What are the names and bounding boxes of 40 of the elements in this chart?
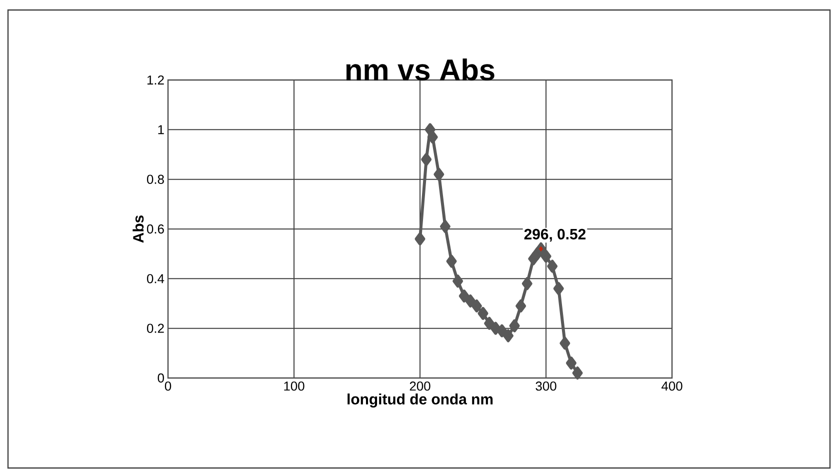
point	[538, 246, 544, 252]
point	[452, 274, 464, 288]
point	[572, 366, 583, 380]
point	[553, 282, 564, 296]
point	[458, 290, 470, 303]
y-tick-label: 0	[158, 373, 164, 383]
point	[540, 250, 552, 263]
x-tick-label: 0	[164, 382, 172, 391]
point	[471, 299, 482, 312]
point	[465, 294, 476, 308]
point	[560, 336, 570, 350]
point	[446, 254, 457, 268]
point	[566, 356, 576, 370]
point	[502, 329, 514, 342]
x-tick-label: 200	[410, 382, 430, 391]
y-tick-label: 0.8	[146, 174, 164, 184]
point	[421, 152, 432, 166]
y-tick-label: 1	[158, 125, 164, 134]
point	[427, 130, 438, 144]
point	[434, 168, 444, 181]
x-axis-title: longitud de onda nm	[348, 394, 493, 408]
annotation: 296, 0.52	[524, 228, 586, 242]
x-tick-label: 300	[536, 382, 556, 391]
y-tick-label: 1.2	[147, 75, 164, 85]
point	[414, 232, 426, 246]
point	[478, 306, 488, 320]
y-axis-title: Abs	[132, 215, 144, 243]
point	[547, 260, 558, 273]
point	[496, 324, 508, 338]
x-tick-label: 100	[284, 382, 304, 391]
point	[440, 220, 450, 233]
point	[522, 277, 532, 290]
y-tick-label: 0.6	[146, 224, 164, 234]
point	[516, 299, 526, 312]
y-tick-label: 0.2	[146, 324, 164, 333]
y-tick-label: 0.4	[146, 274, 164, 284]
x-tick-label: 400	[662, 382, 682, 391]
point	[509, 319, 520, 332]
chart-title: nm vs Abs	[346, 58, 494, 80]
point	[484, 316, 495, 330]
